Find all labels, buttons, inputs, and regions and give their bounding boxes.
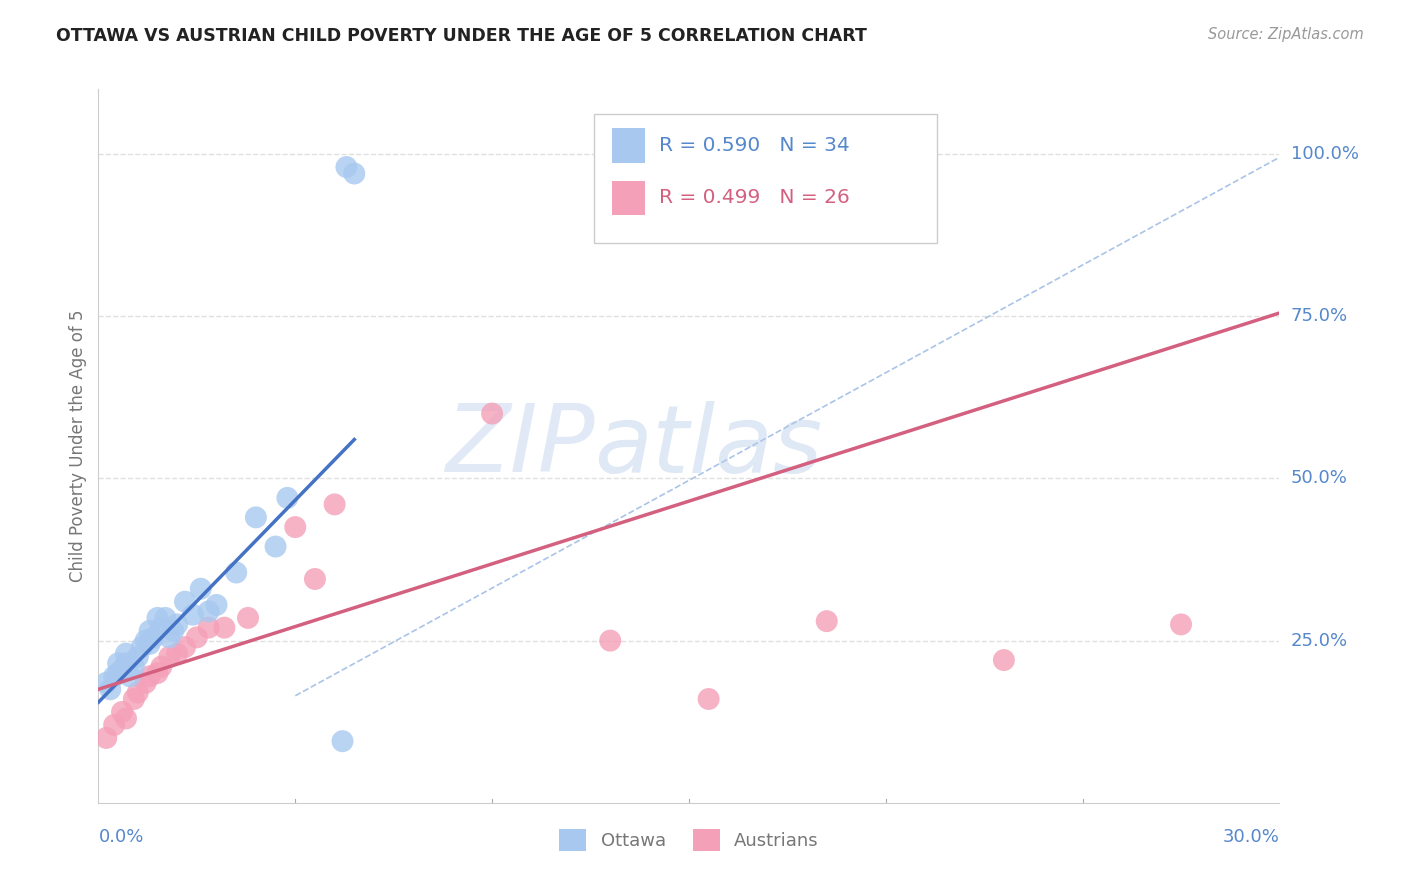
Point xyxy=(1170,617,1192,632)
Point xyxy=(236,611,259,625)
Point xyxy=(343,167,366,181)
Point xyxy=(166,647,188,661)
Point xyxy=(197,621,219,635)
Point xyxy=(162,624,184,638)
Point xyxy=(103,718,125,732)
Point xyxy=(131,640,153,654)
Point xyxy=(166,617,188,632)
Point xyxy=(245,510,267,524)
Point xyxy=(103,669,125,683)
Text: 30.0%: 30.0% xyxy=(1223,828,1279,846)
Point xyxy=(135,633,157,648)
Text: 50.0%: 50.0% xyxy=(1291,469,1347,487)
Point xyxy=(122,692,145,706)
Point xyxy=(174,595,197,609)
Point xyxy=(481,407,503,421)
Point xyxy=(150,621,173,635)
Point xyxy=(697,692,720,706)
Text: Source: ZipAtlas.com: Source: ZipAtlas.com xyxy=(1208,27,1364,42)
Point xyxy=(96,675,118,690)
Point xyxy=(107,666,129,681)
Point xyxy=(118,669,141,683)
Point xyxy=(174,640,197,654)
Point xyxy=(284,520,307,534)
Point xyxy=(276,491,298,505)
Point xyxy=(127,649,149,664)
Text: 0.0%: 0.0% xyxy=(98,828,143,846)
Y-axis label: Child Poverty Under the Age of 5: Child Poverty Under the Age of 5 xyxy=(69,310,87,582)
Point xyxy=(815,614,838,628)
Point xyxy=(332,734,354,748)
Point xyxy=(197,604,219,618)
Text: ZIP: ZIP xyxy=(444,401,595,491)
Point xyxy=(111,663,134,677)
Point xyxy=(157,631,180,645)
Point xyxy=(115,657,138,671)
Point xyxy=(205,598,228,612)
Text: R = 0.499   N = 26: R = 0.499 N = 26 xyxy=(659,188,851,207)
Point xyxy=(127,685,149,699)
Point xyxy=(98,682,121,697)
Point xyxy=(138,637,160,651)
Point xyxy=(186,631,208,645)
Point xyxy=(155,611,177,625)
Text: 75.0%: 75.0% xyxy=(1291,307,1348,326)
Point xyxy=(150,659,173,673)
Point xyxy=(993,653,1015,667)
Point xyxy=(138,624,160,638)
Point xyxy=(323,497,346,511)
Point xyxy=(115,711,138,725)
Point xyxy=(157,649,180,664)
Point xyxy=(146,611,169,625)
Point xyxy=(96,731,118,745)
Point xyxy=(135,675,157,690)
Legend: Ottawa, Austrians: Ottawa, Austrians xyxy=(551,822,827,858)
Point xyxy=(115,647,138,661)
Point xyxy=(225,566,247,580)
Point xyxy=(142,631,165,645)
Text: 100.0%: 100.0% xyxy=(1291,145,1358,163)
Text: OTTAWA VS AUSTRIAN CHILD POVERTY UNDER THE AGE OF 5 CORRELATION CHART: OTTAWA VS AUSTRIAN CHILD POVERTY UNDER T… xyxy=(56,27,868,45)
Point xyxy=(111,705,134,719)
Point xyxy=(304,572,326,586)
Point xyxy=(107,657,129,671)
Bar xyxy=(612,180,645,215)
Text: R = 0.590   N = 34: R = 0.590 N = 34 xyxy=(659,136,851,155)
Bar xyxy=(612,128,645,162)
Point xyxy=(146,666,169,681)
Point xyxy=(599,633,621,648)
Point xyxy=(122,659,145,673)
Point xyxy=(264,540,287,554)
Point xyxy=(214,621,236,635)
Point xyxy=(335,160,357,174)
FancyBboxPatch shape xyxy=(595,114,936,243)
Text: atlas: atlas xyxy=(595,401,823,491)
Point xyxy=(181,607,204,622)
Text: 25.0%: 25.0% xyxy=(1291,632,1348,649)
Point xyxy=(190,582,212,596)
Point xyxy=(138,669,160,683)
